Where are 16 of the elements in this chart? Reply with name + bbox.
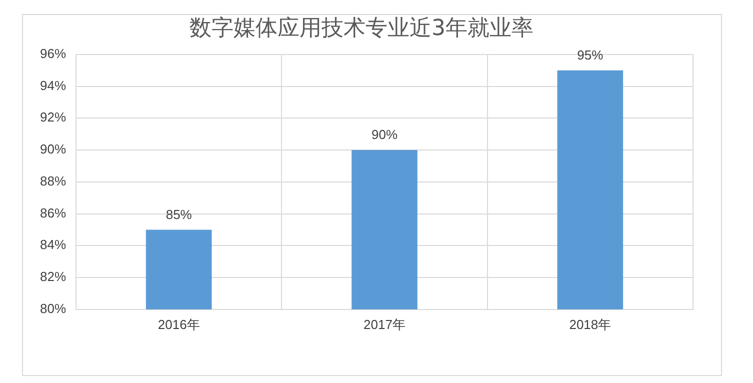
x-tick-label: 2018年 [569, 316, 612, 332]
y-tick-label: 94% [40, 78, 66, 93]
y-tick-label: 96% [40, 46, 66, 61]
x-tick-label: 2017年 [364, 316, 406, 332]
y-tick-label: 82% [40, 269, 66, 284]
y-tick-label: 88% [40, 173, 66, 188]
data-label: 90% [371, 127, 398, 142]
y-tick-label: 92% [40, 110, 66, 125]
data-label: 85% [166, 206, 192, 222]
chart-title: 数字媒体应用技术专业近3年就业率 [190, 16, 534, 41]
y-tick-label: 90% [40, 142, 66, 157]
y-tick-label: 84% [40, 237, 66, 252]
y-tick-label: 80% [40, 300, 66, 316]
y-tick-label: 86% [40, 205, 66, 220]
data-label: 95% [577, 47, 604, 62]
x-tick-label: 2016年 [158, 316, 200, 332]
